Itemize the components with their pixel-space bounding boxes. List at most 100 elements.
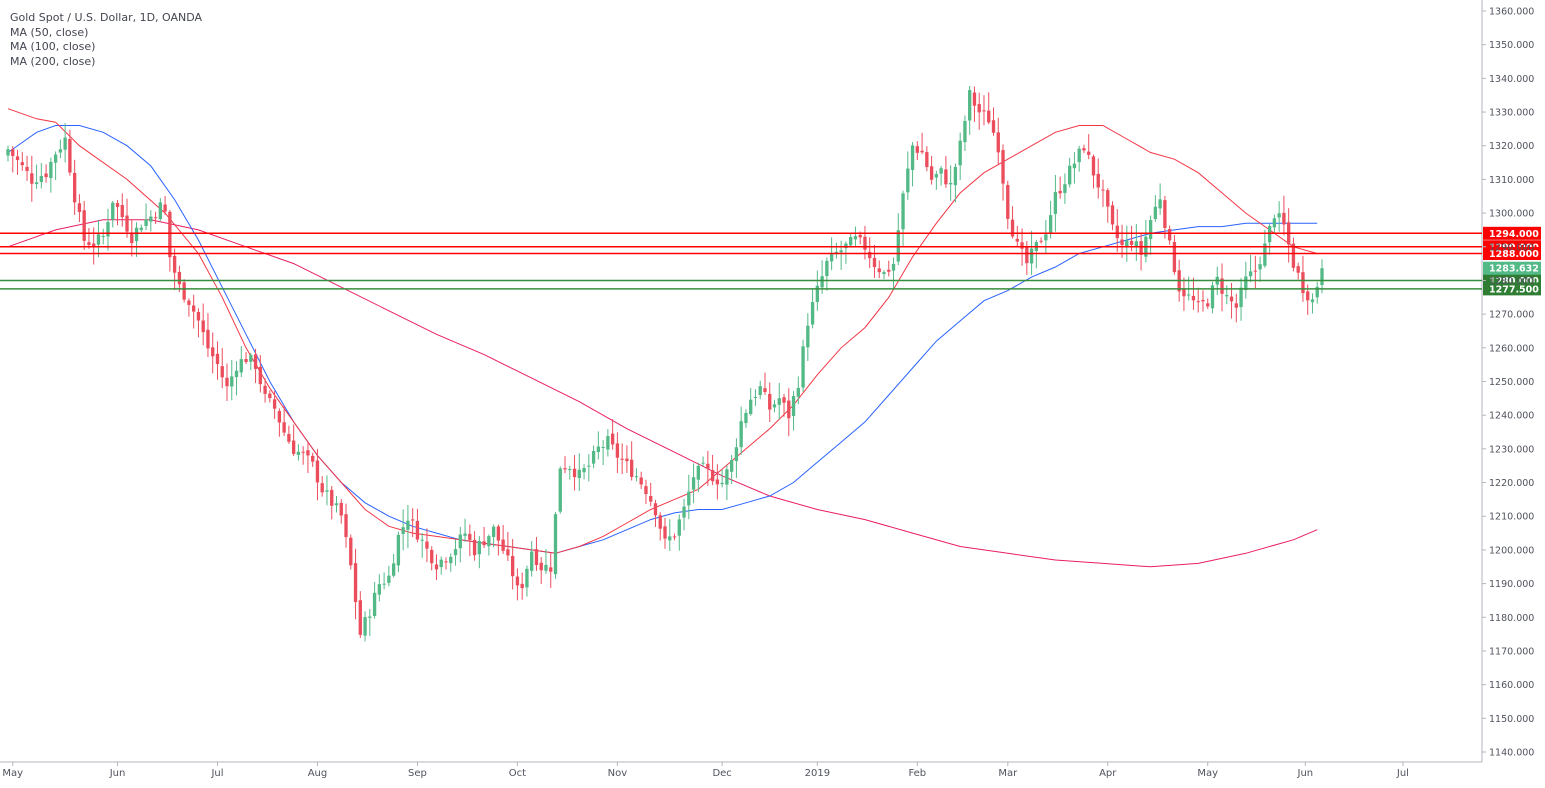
candle-body [915,146,919,153]
candle-body [220,366,224,378]
candle-body [87,242,91,245]
candle-body [753,396,758,398]
candle-body [177,271,182,285]
time-axis[interactable]: May Jun Jul Aug Sep Oct Nov Dec 2019 Feb Mar Apr May… [2,762,1409,779]
candle-body [201,320,205,333]
candle-body [468,533,472,540]
candle-body [1115,225,1119,239]
candle-body [134,227,139,242]
candle-body [682,506,686,518]
candle-body [1129,240,1134,245]
candle-body [1206,303,1210,307]
candle-body [910,145,915,170]
candle-body [1267,225,1272,243]
candle-body [444,561,448,563]
candle-body [925,152,929,168]
candle-body [710,470,715,482]
candle-body [996,132,1000,153]
candle-body [334,503,339,506]
candle-body [853,236,858,240]
price-tick-label: 1200.000 [1489,545,1534,556]
candle-body [872,257,877,268]
candle-body [787,400,791,419]
level-price-badge [1483,226,1541,240]
candle-body [1310,299,1315,303]
candle-body [163,204,167,212]
candle-body [896,230,900,262]
candle-body [192,305,196,312]
candle-body [977,104,981,113]
candle-body [1244,276,1248,291]
candle-body [187,300,191,305]
last-price-badge [1483,261,1541,275]
candle-body [1272,218,1277,228]
level-price-badge [1483,282,1541,296]
price-tick-label: 1280.000 [1489,276,1534,287]
candle-body [25,166,29,172]
candle-body [1072,163,1077,169]
time-tick-label: Apr [1099,768,1117,779]
candle-body [1301,272,1305,294]
candle-body [601,447,605,449]
candle-body [1015,238,1019,242]
candle-body [515,576,520,586]
price-tick-label: 1310.000 [1489,175,1534,186]
indicator-ma200[interactable]: MA (200, close) [10,54,96,68]
ma100-line [7,125,1318,554]
candle-body [425,541,429,549]
time-tick-label: Nov [608,768,628,779]
candle-body [972,92,977,106]
candle-body [1167,229,1172,241]
candle-body [330,489,334,506]
indicator-ma100[interactable]: MA (100, close) [10,40,96,53]
candle-body [891,263,896,271]
candle-body [130,233,134,244]
candle-body [291,440,296,454]
candle-body [1110,205,1115,225]
candle-body [249,355,253,362]
price-tick-label: 1270.000 [1489,310,1534,321]
candle-body [1044,234,1048,241]
level-price-label: 1294.000 [1489,229,1539,240]
candle-body [920,150,924,153]
price-tick-label: 1230.000 [1489,444,1534,455]
candle-body [768,393,772,410]
candle-body [963,121,967,143]
candle-body [982,110,986,112]
candle-body [772,404,777,408]
candle-body [372,592,377,617]
candle-body [991,120,996,133]
candle-body [1253,270,1258,272]
candle-body [391,563,396,576]
candle-body [53,154,58,163]
candle-body [30,173,34,184]
time-tick-label: Jul [210,768,223,779]
candle-body [677,519,681,536]
candle-body [801,346,805,388]
candle-body [630,459,634,477]
indicator-ma50[interactable]: MA (50, close) [10,25,89,39]
candle-body [225,377,229,387]
price-tick-label: 1330.000 [1489,108,1534,119]
time-tick-label: 2019 [805,768,830,779]
level-price-label: 1280.000 [1489,276,1539,287]
candle-body [6,149,10,156]
moving-averages [7,108,1318,568]
price-tick-label: 1160.000 [1489,680,1534,691]
candle-body [849,237,853,246]
candle-body [739,421,743,448]
candle-body [844,243,848,249]
candle-body [558,468,562,512]
price-tick-label: 1180.000 [1489,613,1534,624]
price-axis[interactable]: 1360.000 1350.000 1340.000 1330.000 1320.000… [1482,7,1534,759]
candle-body [496,526,501,541]
candle-body [491,526,496,538]
candle-body [49,161,53,178]
candle-body [215,353,220,365]
candle-body [387,575,391,583]
candle-body [625,458,629,462]
